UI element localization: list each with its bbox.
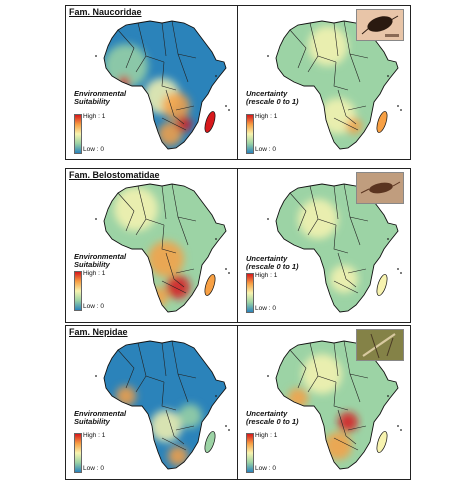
legend-low-label: Low : 0 — [255, 146, 276, 153]
legend-title-line-1: Uncertainty — [246, 409, 288, 418]
panel-suitability-nepidae: Fam. Nepidae Environmental Suitability H… — [65, 325, 238, 480]
legend-high-label: High : 1 — [83, 113, 106, 120]
africa-map — [267, 20, 402, 150]
legend-low-label: Low : 0 — [83, 146, 104, 153]
legend-title-line-2: Suitability — [74, 97, 110, 106]
color-scale-bar — [74, 433, 82, 473]
africa-map — [95, 20, 230, 150]
africa-map — [267, 183, 402, 313]
insect-photo-nepidae — [356, 329, 404, 361]
legend-title: Uncertainty (rescale 0 to 1) — [246, 410, 299, 426]
panel-uncertainty-naucoridae: Uncertainty (rescale 0 to 1) High : 1 Lo… — [238, 5, 411, 160]
legend-title-line-1: Environmental — [74, 89, 127, 98]
legend-title-line-1: Environmental — [74, 409, 127, 418]
insect-photo-belostomatidae — [356, 172, 404, 204]
legend-title-line-2: (rescale 0 to 1) — [246, 97, 299, 106]
row-naucoridae: Fam. Naucoridae Environmental Suitabilit… — [65, 5, 411, 160]
family-title: Fam. Nepidae — [69, 327, 128, 337]
color-scale-bar — [74, 114, 82, 154]
family-title: Fam. Naucoridae — [69, 7, 142, 17]
legend-high-label: High : 1 — [255, 113, 278, 120]
panel-suitability-naucoridae: Fam. Naucoridae Environmental Suitabilit… — [65, 5, 238, 160]
africa-map — [267, 340, 402, 470]
row-belostomatidae: Fam. Belostomatidae Environmental Suitab… — [65, 168, 411, 323]
color-scale-bar — [246, 114, 254, 154]
legend-title-line-2: Suitability — [74, 417, 110, 426]
legend-title: Environmental Suitability — [74, 90, 126, 106]
family-title: Fam. Belostomatidae — [69, 170, 160, 180]
color-scale-bar — [246, 273, 254, 313]
legend-low-label: Low : 0 — [255, 305, 276, 312]
legend-high-label: High : 1 — [255, 432, 278, 439]
color-scale-bar — [246, 433, 254, 473]
legend-title-line-2: Suitability — [74, 260, 110, 269]
legend-low-label: Low : 0 — [255, 465, 276, 472]
legend-title-line-1: Uncertainty — [246, 89, 288, 98]
panel-uncertainty-belostomatidae: Uncertainty (rescale 0 to 1) High : 1 Lo… — [238, 168, 411, 323]
africa-map — [95, 183, 230, 313]
legend-title-line-2: (rescale 0 to 1) — [246, 417, 299, 426]
legend-low-label: Low : 0 — [83, 465, 104, 472]
legend-title: Environmental Suitability — [74, 410, 126, 426]
insect-photo-naucoridae — [356, 9, 404, 41]
africa-map — [95, 340, 230, 470]
legend-high-label: High : 1 — [83, 432, 106, 439]
legend-low-label: Low : 0 — [83, 303, 104, 310]
legend-title-line-1: Environmental — [74, 252, 127, 261]
legend-title-line-2: (rescale 0 to 1) — [246, 262, 299, 271]
legend-title: Uncertainty (rescale 0 to 1) — [246, 255, 299, 271]
row-nepidae: Fam. Nepidae Environmental Suitability H… — [65, 325, 411, 480]
legend-high-label: High : 1 — [255, 272, 278, 279]
legend-title-line-1: Uncertainty — [246, 254, 288, 263]
legend-title: Uncertainty (rescale 0 to 1) — [246, 90, 299, 106]
legend-title: Environmental Suitability — [74, 253, 126, 269]
panel-suitability-belostomatidae: Fam. Belostomatidae Environmental Suitab… — [65, 168, 238, 323]
legend-high-label: High : 1 — [83, 270, 106, 277]
color-scale-bar — [74, 271, 82, 311]
panel-uncertainty-nepidae: Uncertainty (rescale 0 to 1) High : 1 Lo… — [238, 325, 411, 480]
